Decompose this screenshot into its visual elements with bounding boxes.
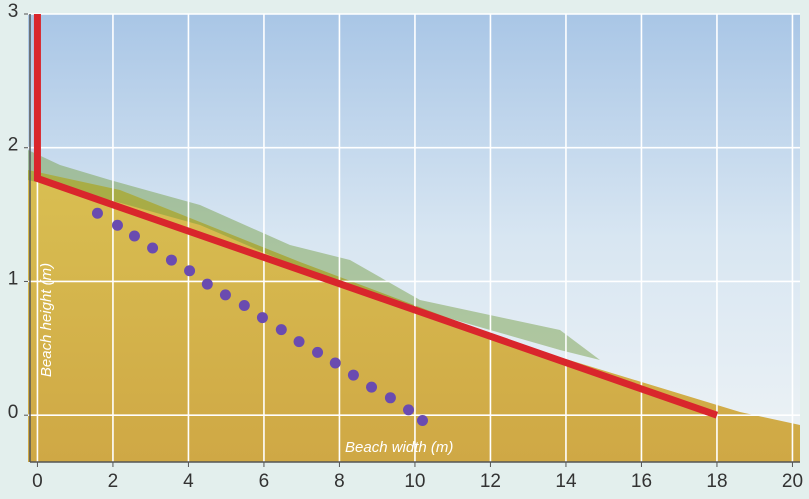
dot <box>403 404 414 415</box>
dot <box>294 336 305 347</box>
dot <box>385 392 396 403</box>
dot <box>112 220 123 231</box>
dot <box>202 279 213 290</box>
dot <box>92 208 103 219</box>
x-tick-label: 10 <box>404 471 425 492</box>
x-axis-title: Beach width (m) <box>345 439 453 456</box>
x-tick-label: 18 <box>706 471 727 492</box>
dot <box>166 255 177 266</box>
x-tick-label: 6 <box>259 471 270 492</box>
dot <box>276 324 287 335</box>
dot <box>239 300 250 311</box>
dot <box>348 370 359 381</box>
dot <box>129 230 140 241</box>
y-tick-label: 1 <box>8 268 19 289</box>
dot <box>330 358 341 369</box>
x-tick-label: 4 <box>183 471 194 492</box>
dot <box>366 382 377 393</box>
dot <box>220 289 231 300</box>
x-tick-label: 12 <box>480 471 501 492</box>
dot <box>184 265 195 276</box>
dot <box>257 312 268 323</box>
y-tick-label: 2 <box>8 135 19 156</box>
x-tick-label: 16 <box>631 471 652 492</box>
x-tick-label: 2 <box>108 471 119 492</box>
x-tick-label: 8 <box>334 471 345 492</box>
dot <box>417 415 428 426</box>
dot <box>147 243 158 254</box>
y-tick-label: 0 <box>8 402 19 423</box>
y-tick-label: 3 <box>8 1 19 22</box>
x-tick-label: 20 <box>782 471 803 492</box>
x-tick-label: 0 <box>32 471 43 492</box>
dot <box>312 347 323 358</box>
y-axis-title: Beach height (m) <box>38 263 55 377</box>
x-tick-label: 14 <box>555 471 577 492</box>
chart: Beach width (m) Beach height (m) 0246810… <box>0 0 809 499</box>
